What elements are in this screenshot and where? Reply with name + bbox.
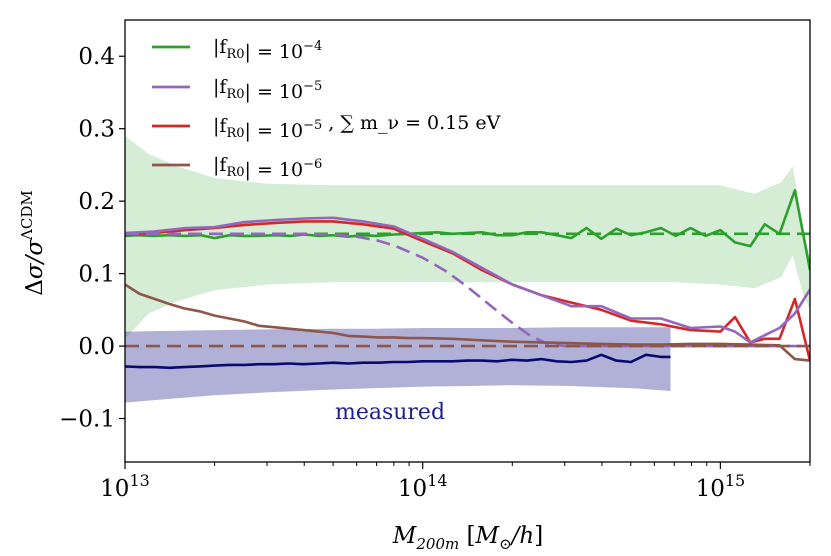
plot-frame [124, 19, 811, 463]
legend-label: |fR0| = 10−4 [213, 36, 322, 63]
series-lines [125, 189, 810, 370]
series-line-7 [125, 353, 671, 370]
y-tick-label: 0.2 [78, 189, 115, 215]
y-tick-label: −0.1 [59, 407, 115, 433]
legend-label: |fR0| = 10−6 [213, 154, 322, 181]
x-tick-label: 1013 [100, 471, 150, 502]
measured-annotation: measured [335, 400, 445, 425]
y-tick-label: 0.3 [78, 117, 115, 143]
series-line-3 [125, 216, 810, 344]
legend-label: |fR0| = 10−5 , ∑ m_ν = 0.15 eV [213, 112, 501, 142]
legend-label: |fR0| = 10−5 [213, 76, 322, 103]
x-tick-label: 1015 [696, 471, 746, 502]
y-tick-label: 0.4 [78, 44, 115, 70]
x-axis-label: M200m [M⊙/h] [392, 523, 543, 553]
x-tick-label: 1014 [398, 471, 448, 502]
axis-ticks: −0.1 0.0 0.1 0.2 0.3 0.4 1013 1014 1015 [59, 44, 811, 502]
legend: |fR0| = 10−4 |fR0| = 10−5 |fR0| = 10−5 , ∑… [152, 36, 501, 181]
y-tick-label: 0.1 [78, 262, 115, 288]
y-axis-label: Δσ/σΛCDM [18, 190, 48, 295]
series-line-5 [125, 283, 810, 362]
y-tick-label: 0.0 [78, 334, 115, 360]
fR4-band [125, 135, 810, 339]
series-line-4 [125, 232, 810, 348]
